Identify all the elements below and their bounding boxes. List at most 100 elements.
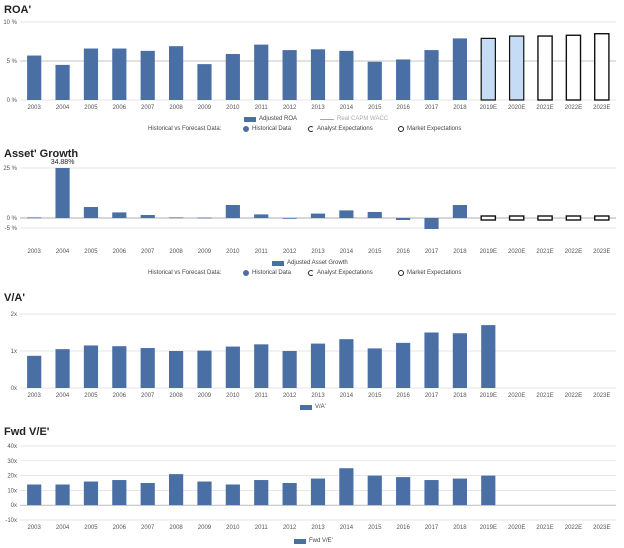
va-chart: 0x 1x 2x 2003 2004 2005 2006 2007 2008 2009 2010 20…	[11, 312, 616, 399]
roa-market-label: Market Expectations	[407, 126, 462, 132]
bar-2014	[339, 468, 354, 506]
x-tick-2019E: 2019E	[480, 249, 497, 255]
bar-2019E	[481, 475, 496, 506]
bar-2007	[140, 50, 155, 100]
x-tick-2005: 2005	[84, 249, 98, 255]
x-tick-2003: 2003	[28, 249, 42, 255]
x-tick-2008: 2008	[169, 393, 183, 399]
x-tick-2017: 2017	[425, 249, 439, 255]
bar-2008	[169, 217, 184, 219]
y-tick-label: 2x	[11, 312, 17, 318]
x-tick-2013: 2013	[311, 393, 325, 399]
y-tick-label: 10x	[7, 488, 17, 494]
bar-2004	[55, 64, 70, 100]
fwd-ve-panel: Fwd V/E' -10x 0x 10x 20x 30x 40x 2003 2004 2005 2…	[0, 422, 624, 548]
analyst-ring-icon	[308, 126, 314, 132]
asset-growth-legend-swatch	[272, 260, 284, 266]
bar-2012	[282, 351, 297, 388]
x-tick-2022E: 2022E	[565, 393, 582, 399]
va-legend-label: V/A'	[315, 404, 326, 410]
bar-2007	[140, 348, 155, 388]
fwd-ve-title: Fwd V/E'	[4, 426, 50, 438]
bar-2009	[197, 217, 212, 219]
bar-2013	[310, 49, 326, 100]
x-tick-2021E: 2021E	[536, 393, 553, 399]
x-tick-2012: 2012	[283, 105, 297, 111]
bar-2010	[225, 346, 240, 388]
bar-2011	[254, 44, 269, 100]
x-tick-2010: 2010	[226, 249, 240, 255]
x-tick-2018: 2018	[453, 105, 467, 111]
bar-2017	[424, 50, 439, 100]
x-tick-2015: 2015	[368, 393, 382, 399]
bar-2012	[282, 218, 297, 219]
bar-2017	[424, 332, 439, 388]
bar-2021E	[537, 35, 553, 101]
wacc-legend-swatch	[320, 118, 334, 120]
roa-analyst-label: Analyst Expectations	[317, 126, 373, 132]
bar-2008	[169, 351, 184, 388]
ag-historical-label: Historical Data	[252, 270, 292, 276]
bar-2019E	[480, 37, 496, 101]
va-legend-swatch	[300, 404, 312, 410]
bar-2005	[83, 345, 99, 388]
x-tick-2010: 2010	[226, 393, 240, 399]
y-tick-label: 0x	[11, 503, 17, 509]
x-tick-2006: 2006	[113, 105, 127, 111]
y-tick-label: 20x	[7, 474, 17, 480]
x-tick-2009: 2009	[198, 105, 212, 111]
bar-2009	[197, 350, 212, 388]
asset-growth-chart: -5 % 0 % 25 % 2003 2004 2005 2006 2007 2008 2009 2…	[3, 159, 616, 255]
bar-2020E	[508, 35, 525, 101]
roa-panel: ROA' 0 % 5 % 10 % 2003 2004 2005 2006 2007 2008 2…	[0, 0, 624, 140]
x-tick-2011: 2011	[255, 525, 269, 531]
x-tick-2016: 2016	[396, 525, 410, 531]
x-tick-2006: 2006	[113, 393, 127, 399]
x-tick-2018: 2018	[453, 249, 467, 255]
bar-2019E	[480, 215, 497, 221]
x-tick-2016: 2016	[396, 249, 410, 255]
x-tick-2003: 2003	[28, 393, 42, 399]
bar-2005	[83, 481, 99, 506]
roa-chart: 0 % 5 % 10 % 2003 2004 2005 2006 2007 2008 2009 20…	[3, 20, 616, 111]
x-tick-2012: 2012	[283, 393, 297, 399]
bar-2018	[452, 333, 467, 388]
bar-2014	[339, 339, 354, 388]
historical-dot-icon	[243, 126, 249, 132]
x-tick-2006: 2006	[113, 249, 127, 255]
asset-growth-panel: Asset' Growth -5 % 0 % 25 % 2003 2004 2005 200…	[0, 144, 624, 284]
bar-2003	[27, 484, 42, 506]
x-tick-2004: 2004	[56, 393, 70, 399]
x-tick-2013: 2013	[311, 105, 325, 111]
x-tick-2021E: 2021E	[536, 525, 553, 531]
bar-2015	[367, 212, 382, 218]
bar-2007	[140, 215, 155, 218]
bar-2022E	[565, 34, 582, 101]
x-tick-2010: 2010	[226, 105, 240, 111]
bar-2004	[55, 484, 70, 506]
bar-2015	[367, 348, 382, 388]
bar-2008	[169, 474, 184, 506]
market-ring-icon	[398, 126, 404, 132]
bar-2023E	[594, 33, 610, 101]
bar-2005	[83, 207, 99, 218]
x-tick-2022E: 2022E	[565, 105, 582, 111]
y-tick-label: 25 %	[3, 166, 17, 172]
roa-legend-swatch	[244, 116, 256, 122]
bar-2014	[339, 210, 354, 218]
x-tick-2007: 2007	[141, 249, 155, 255]
roa-legend-label: Adjusted ROA	[259, 116, 298, 122]
bar-2005	[83, 48, 99, 100]
x-tick-2006: 2006	[113, 525, 127, 531]
x-tick-2012: 2012	[283, 249, 297, 255]
y-tick-label: 40x	[7, 444, 17, 450]
x-tick-2004: 2004	[56, 105, 70, 111]
x-tick-2011: 2011	[255, 249, 269, 255]
x-tick-2023E: 2023E	[593, 105, 610, 111]
x-tick-2018: 2018	[453, 393, 467, 399]
bar-2023E	[594, 215, 610, 221]
x-tick-2016: 2016	[396, 105, 410, 111]
x-tick-2022E: 2022E	[565, 525, 582, 531]
bar-2018	[452, 478, 467, 506]
x-tick-2012: 2012	[283, 525, 297, 531]
